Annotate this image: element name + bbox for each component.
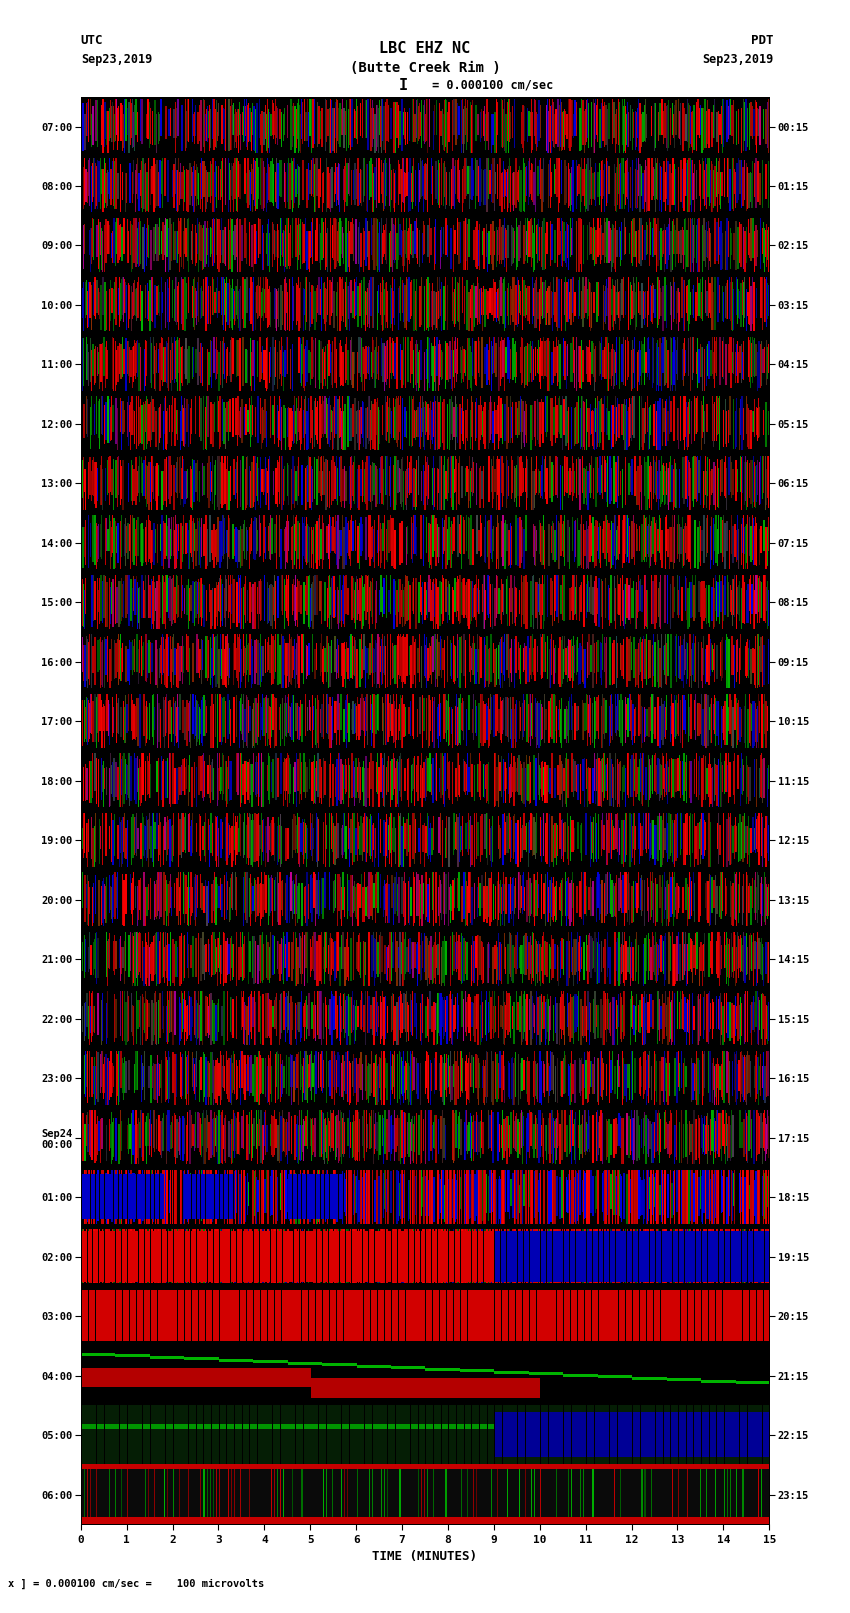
Text: = 0.000100 cm/sec: = 0.000100 cm/sec [425, 79, 553, 92]
Text: UTC: UTC [81, 34, 103, 47]
Text: I: I [399, 77, 407, 94]
Text: Sep23,2019: Sep23,2019 [702, 53, 774, 66]
Text: Sep23,2019: Sep23,2019 [81, 53, 152, 66]
Text: x ] = 0.000100 cm/sec =    100 microvolts: x ] = 0.000100 cm/sec = 100 microvolts [8, 1579, 264, 1589]
X-axis label: TIME (MINUTES): TIME (MINUTES) [372, 1550, 478, 1563]
Text: PDT: PDT [751, 34, 774, 47]
Text: (Butte Creek Rim ): (Butte Creek Rim ) [349, 61, 501, 74]
Text: LBC EHZ NC: LBC EHZ NC [379, 40, 471, 56]
